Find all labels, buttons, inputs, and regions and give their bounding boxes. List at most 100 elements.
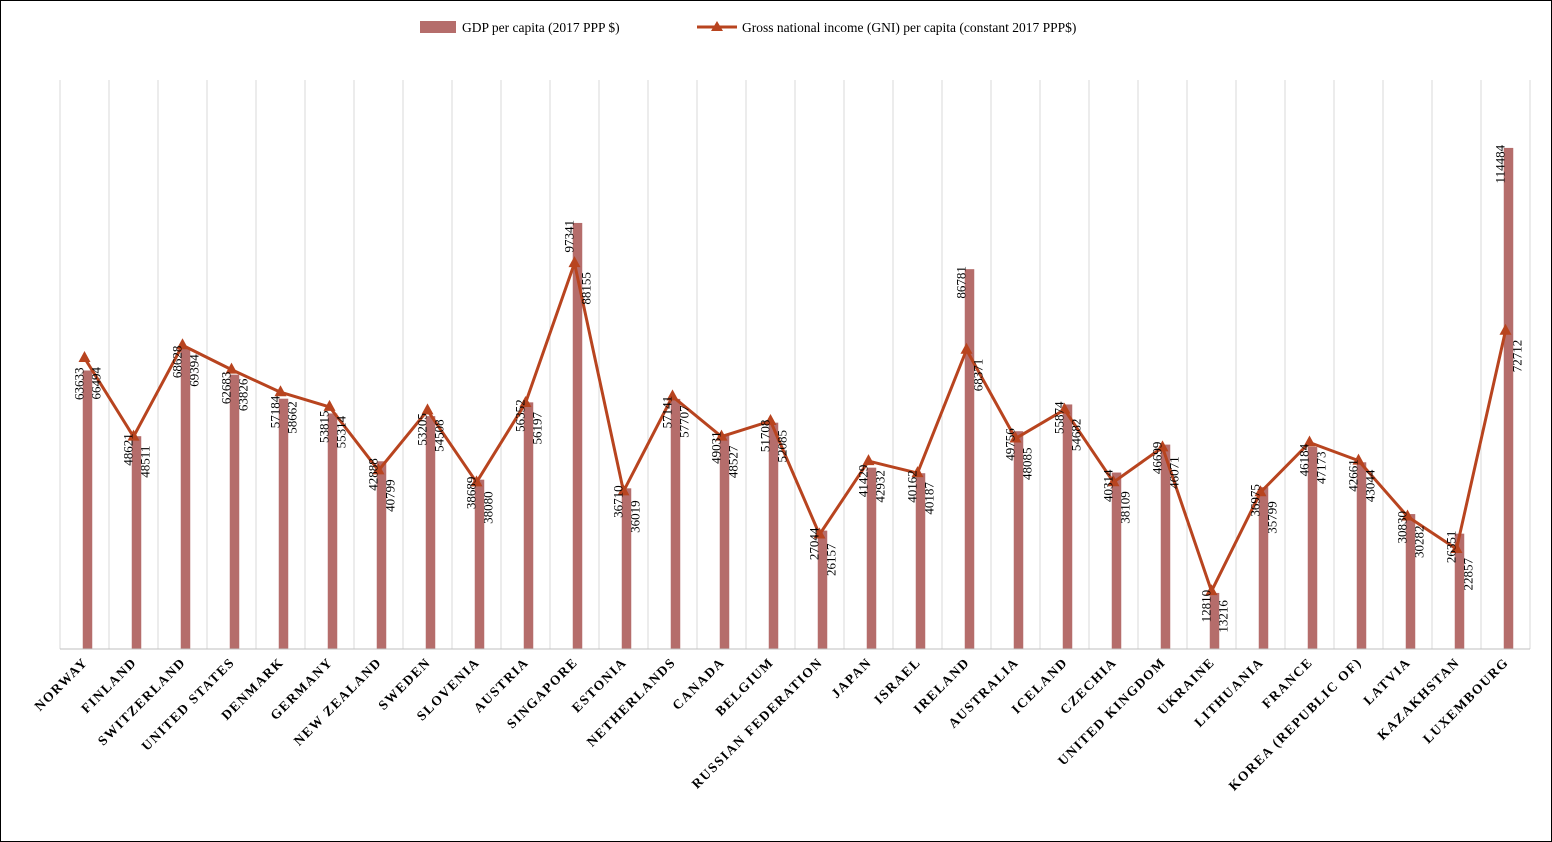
gni-line-series: [78, 256, 1512, 596]
bar-gdp-russian-federation: [817, 530, 828, 649]
label-gdp-latvia: 30830: [1395, 511, 1410, 544]
legend-swatch-gdp: [420, 21, 456, 33]
marker-gni-netherlands: [666, 389, 679, 401]
gdp-bars: [82, 147, 1514, 650]
legend-label-gni: Gross national income (GNI) per capita (…: [742, 20, 1076, 35]
marker-gni-japan: [862, 454, 875, 466]
bar-gdp-united-kingdom: [1160, 444, 1171, 649]
label-gdp-kazakhstan: 26351: [1444, 531, 1459, 564]
label-gdp-canada: 49031: [709, 431, 724, 464]
legend-swatch-gni-marker: [711, 21, 723, 31]
label-gni-slovenia: 38080: [481, 491, 496, 524]
label-gni-kazakhstan: 22857: [1461, 557, 1476, 590]
label-gni-finland: 48511: [138, 446, 153, 478]
marker-gni-kazakhstan: [1450, 541, 1463, 553]
label-gni-new-zealand: 40799: [383, 479, 398, 512]
marker-gni-belgium: [764, 414, 777, 426]
label-gdp-slovenia: 38689: [464, 477, 479, 510]
marker-gni-sweden: [421, 403, 434, 415]
label-gni-netherlands: 57707: [677, 405, 692, 438]
label-gni-iceland: 54682: [1069, 419, 1084, 452]
bar-gdp-ireland: [964, 269, 975, 649]
category-label-switzerland: SWITZERLAND: [95, 655, 189, 749]
label-gni-sweden: 54508: [432, 419, 447, 452]
label-gni-lithuania: 35799: [1265, 501, 1280, 534]
label-gdp-germany: 53815: [317, 410, 332, 443]
label-gni-germany: 55314: [334, 415, 349, 448]
marker-gni-finland: [127, 429, 140, 441]
bar-gdp-france: [1307, 446, 1318, 649]
marker-gni-france: [1303, 435, 1316, 447]
label-gni-norway: 66494: [89, 366, 104, 399]
label-gdp-netherlands: 57141: [660, 396, 675, 429]
label-gni-denmark: 58662: [285, 401, 300, 434]
label-gni-ukraine: 13216: [1216, 600, 1231, 633]
label-gni-united-kingdom: 46071: [1167, 456, 1182, 489]
label-gni-czechia: 38109: [1118, 491, 1133, 524]
category-label-netherlands: NETHERLANDS: [584, 655, 679, 750]
bar-gdp-lithuania: [1258, 487, 1269, 649]
bar-gdp-australia: [1013, 431, 1024, 649]
marker-gni-norway: [78, 350, 91, 362]
marker-gni-switzerland: [176, 338, 189, 350]
label-gdp-ukraine: 12810: [1199, 590, 1214, 623]
bar-gdp-ukraine: [1209, 592, 1220, 649]
bar-gdp-israel: [915, 473, 926, 649]
bar-gdp-japan: [866, 467, 877, 649]
gridlines: [59, 80, 1531, 649]
label-gdp-singapore: 97341: [562, 220, 577, 253]
label-gdp-australia: 49756: [1003, 428, 1018, 461]
label-gdp-sweden: 53205: [415, 413, 430, 446]
label-gni-korea-republic-of: 43044: [1363, 469, 1378, 502]
label-gni-latvia: 30282: [1412, 525, 1427, 558]
marker-gni-united-states: [225, 362, 238, 374]
label-gdp-russian-federation: 27044: [807, 527, 822, 560]
label-gdp-united-kingdom: 46699: [1150, 442, 1165, 475]
marker-gni-austria: [519, 396, 532, 408]
marker-gni-new-zealand: [372, 463, 385, 475]
marker-gni-singapore: [568, 256, 581, 268]
legend-label-gdp: GDP per capita (2017 PPP $): [462, 20, 620, 35]
label-gni-united-states: 63826: [236, 378, 251, 411]
label-gni-israel: 40187: [922, 482, 937, 515]
category-label-japan: JAPAN: [828, 655, 874, 701]
label-gdp-belgium: 51708: [758, 420, 773, 453]
bar-gdp-latvia: [1405, 514, 1416, 649]
label-gdp-denmark: 57184: [268, 395, 283, 428]
label-gni-estonia: 36019: [628, 500, 643, 533]
label-gni-belgium: 52085: [775, 430, 790, 463]
marker-gni-lithuania: [1254, 485, 1267, 497]
bar-gdp-austria: [523, 402, 534, 649]
label-gdp-luxembourg: 114484: [1493, 144, 1508, 183]
category-label-united-states: UNITED STATES: [139, 655, 238, 754]
label-gdp-ireland: 86781: [954, 266, 969, 299]
marker-gni-israel: [911, 466, 924, 478]
bar-gdp-netherlands: [670, 398, 681, 649]
label-gni-russian-federation: 26157: [824, 543, 839, 576]
label-gni-canada: 48527: [726, 445, 741, 478]
bar-gdp-belgium: [768, 422, 779, 649]
bar-gdp-estonia: [621, 488, 632, 649]
label-gni-japan: 42932: [873, 470, 888, 503]
marker-gni-canada: [715, 429, 728, 441]
label-gni-singapore: 88155: [579, 272, 594, 305]
marker-gni-australia: [1009, 431, 1022, 443]
label-gdp-iceland: 55874: [1052, 401, 1067, 434]
bar-gdp-new-zealand: [376, 461, 387, 649]
bar-gdp-iceland: [1062, 404, 1073, 649]
marker-gni-latvia: [1401, 509, 1414, 521]
label-gdp-korea-republic-of: 42661: [1346, 459, 1361, 492]
bar-gdp-denmark: [278, 398, 289, 649]
bar-gdp-norway: [82, 370, 93, 649]
bar-gdp-czechia: [1111, 472, 1122, 649]
bar-gdp-kazakhstan: [1454, 533, 1465, 649]
bar-gdp-singapore: [572, 222, 583, 650]
label-gdp-united-states: 62683: [219, 372, 234, 405]
label-gdp-lithuania: 36975: [1248, 484, 1263, 517]
category-label-luxembourg: LUXEMBOURG: [1420, 655, 1512, 747]
bar-gdp-finland: [131, 436, 142, 649]
label-gdp-estonia: 36710: [611, 485, 626, 517]
